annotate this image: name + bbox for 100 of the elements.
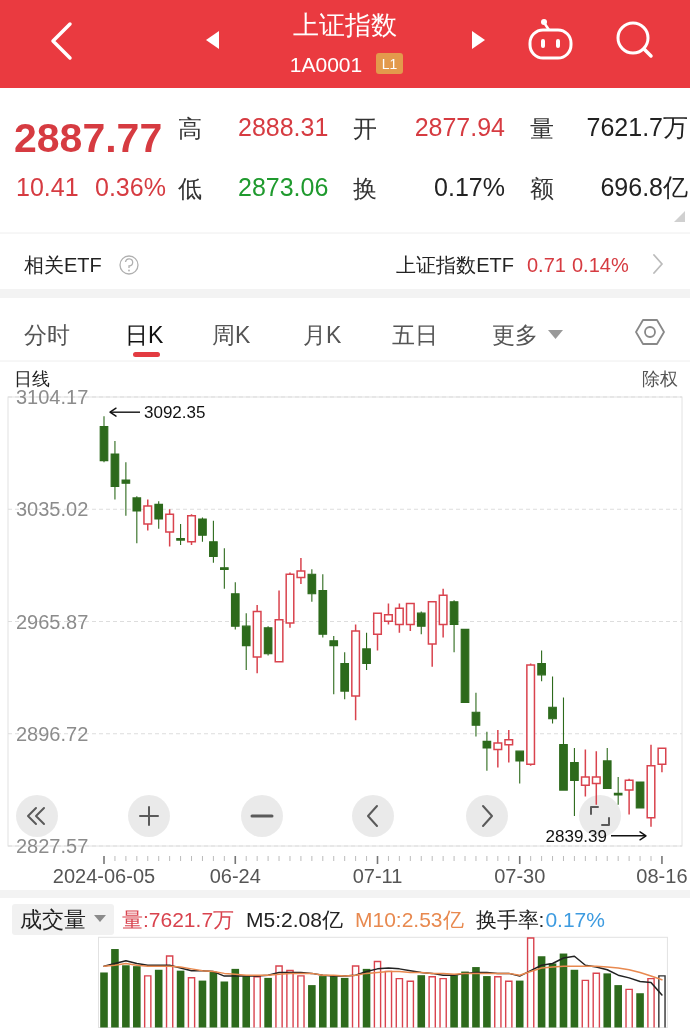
candlestick xyxy=(482,731,492,772)
y-tick-label: 3035.02 xyxy=(16,498,89,521)
candlestick xyxy=(526,662,536,767)
text: 0.71 xyxy=(527,254,566,276)
candlestick xyxy=(591,750,601,806)
candlestick xyxy=(460,628,470,703)
candlestick xyxy=(186,513,197,546)
y-tick-label: 2965.87 xyxy=(16,610,89,633)
candlestick xyxy=(372,612,383,652)
text: 0.17% xyxy=(434,173,505,201)
text: 10.41 xyxy=(16,173,79,201)
text: 2873.06 xyxy=(238,173,329,201)
candlestick xyxy=(559,697,568,791)
y-tick-label: 2896.72 xyxy=(16,722,89,745)
candlestick xyxy=(154,500,164,530)
candlestick xyxy=(657,746,667,773)
text: 2877.94 xyxy=(414,113,506,141)
bar xyxy=(220,981,229,1028)
bar xyxy=(483,976,491,1028)
text: 2888.31 xyxy=(238,113,329,141)
bar xyxy=(111,949,119,1028)
text: 日K xyxy=(125,322,164,348)
text: 月K xyxy=(303,322,342,348)
bar xyxy=(209,971,218,1028)
bar xyxy=(122,965,130,1028)
candlestick xyxy=(198,516,207,543)
bar xyxy=(242,976,251,1028)
text: 分时 xyxy=(24,322,70,348)
candlestick xyxy=(263,625,273,656)
candlestick xyxy=(548,675,557,725)
candlestick xyxy=(570,747,579,817)
bar xyxy=(308,985,316,1028)
candlestick xyxy=(165,508,175,548)
candlestick xyxy=(624,778,634,816)
candlestick xyxy=(99,415,109,463)
bar xyxy=(264,977,272,1028)
annotation: 2839.39 xyxy=(545,826,607,846)
candlestick xyxy=(340,651,350,700)
x-tick-label: 2024-06-05 xyxy=(52,865,156,887)
bar xyxy=(329,976,338,1028)
candlestick xyxy=(449,599,459,653)
text: M5:2.08亿 xyxy=(246,908,343,931)
text: 696.8亿 xyxy=(600,173,688,201)
text: 额 xyxy=(530,175,554,202)
x-tick-label: 08-16 xyxy=(636,865,688,887)
text: 量 xyxy=(530,115,554,142)
text: 上证指数ETF xyxy=(396,254,514,276)
candlestick xyxy=(471,692,481,738)
bar xyxy=(461,971,469,1028)
bar xyxy=(515,980,524,1028)
x-tick-label: 06-24 xyxy=(209,865,261,887)
annotation: 3092.35 xyxy=(144,403,206,423)
bar xyxy=(417,975,426,1028)
bar xyxy=(319,976,327,1028)
candlestick xyxy=(176,523,185,546)
chart-title: 日线 xyxy=(14,369,50,389)
bar xyxy=(603,973,612,1028)
text: 2887.77 xyxy=(14,115,163,161)
candlestick xyxy=(493,729,503,769)
x-tick-label: 07-30 xyxy=(494,865,546,887)
x-tick-label: 07-11 xyxy=(352,865,403,887)
series-label: 量:7621.7万 xyxy=(122,908,235,931)
candlestick xyxy=(405,602,415,632)
text: 开 xyxy=(353,115,377,142)
candlestick xyxy=(219,547,229,590)
text: M10:2.53亿 xyxy=(354,908,464,931)
candlestick xyxy=(230,581,240,630)
candlestick xyxy=(383,602,393,626)
candlestick xyxy=(143,498,153,532)
text: 上证指数 xyxy=(293,10,397,40)
text: 低 xyxy=(178,175,202,202)
candlestick xyxy=(504,729,514,764)
bar xyxy=(636,993,644,1028)
text: 五日 xyxy=(392,322,438,348)
text: 除权 xyxy=(642,369,678,389)
candlestick xyxy=(241,612,251,671)
candlestick xyxy=(394,602,404,634)
text: 7621.7万 xyxy=(586,113,688,141)
bar xyxy=(198,980,207,1028)
candlestick xyxy=(635,781,645,809)
text: 高 xyxy=(178,115,202,142)
candlestick xyxy=(132,495,142,544)
bar xyxy=(176,970,185,1028)
candlestick xyxy=(318,573,328,639)
text: 周K xyxy=(212,322,251,348)
text: 换 xyxy=(353,175,377,202)
text: 换手率: xyxy=(475,908,545,931)
text: 1A0001 xyxy=(289,53,363,76)
candlestick xyxy=(438,588,448,639)
candlestick xyxy=(427,601,437,668)
bar xyxy=(100,972,108,1028)
bar xyxy=(154,969,163,1028)
candlestick xyxy=(351,623,361,722)
bar xyxy=(614,985,622,1028)
candlestick xyxy=(252,604,262,674)
text: 0.36% xyxy=(95,173,166,201)
bar xyxy=(133,966,141,1028)
candlestick xyxy=(110,440,120,501)
text: 0.17% xyxy=(545,908,605,931)
bar xyxy=(472,967,480,1028)
